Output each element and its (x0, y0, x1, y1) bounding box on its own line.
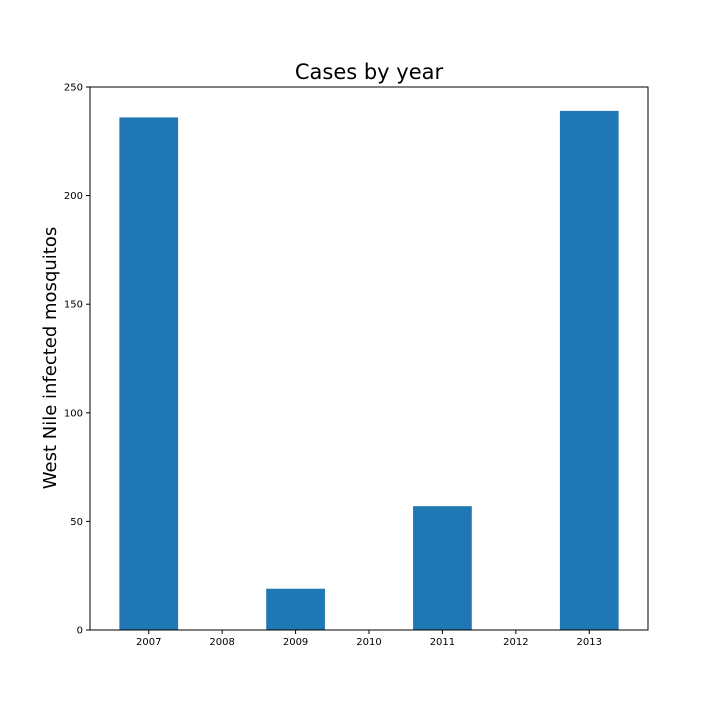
x-tick-label-2010: 2010 (356, 637, 381, 648)
x-tick-label-2011: 2011 (430, 637, 455, 648)
x-tick-label-2008: 2008 (209, 637, 234, 648)
y-axis-label: West Nile infected mosquitos (40, 227, 61, 489)
x-tick-label-2009: 2009 (283, 637, 308, 648)
y-tick-label-0: 0 (77, 626, 83, 637)
plot-frame (89, 86, 649, 631)
y-tick-label-150: 150 (64, 300, 83, 311)
chart-title: Cases by year (295, 60, 444, 84)
y-tick-label-250: 250 (64, 83, 83, 94)
bar-2009 (266, 588, 325, 630)
bars-group (119, 110, 619, 631)
y-tick-label-200: 200 (64, 191, 83, 202)
y-axis-ticks: 0 50 100 150 200 250 (64, 83, 90, 637)
bar-2013 (559, 110, 619, 631)
x-axis-ticks: 2007 2008 2009 2010 2011 2012 2013 (136, 630, 602, 648)
x-tick-label-2012: 2012 (503, 637, 528, 648)
x-tick-label-2007: 2007 (136, 637, 161, 648)
y-tick-label-100: 100 (64, 408, 83, 419)
bar-2011 (413, 506, 472, 630)
y-tick-label-50: 50 (70, 517, 83, 528)
bar-2007 (119, 117, 179, 630)
x-tick-label-2013: 2013 (577, 637, 602, 648)
